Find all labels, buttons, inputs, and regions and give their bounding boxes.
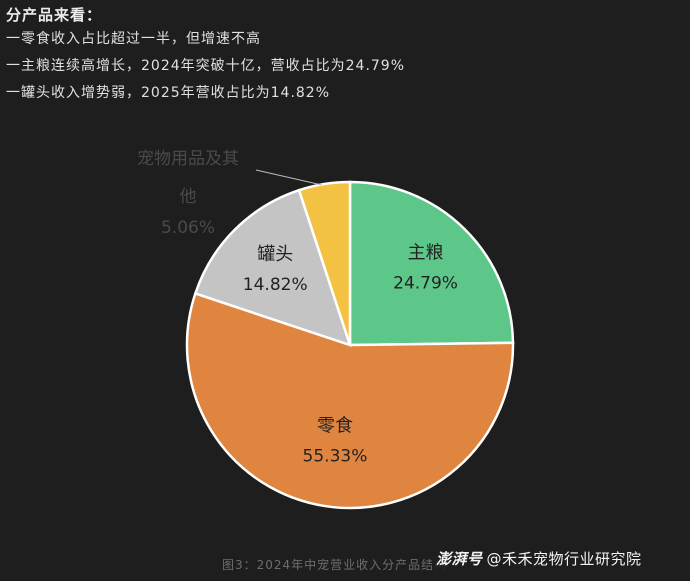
pie-slice-2 [185, 291, 515, 510]
slice-label-name-3: 罐头 [257, 244, 293, 265]
slice-leader-line-4 [255, 169, 323, 186]
pie-slice-4 [297, 180, 352, 346]
slice-label-value-1: 24.79% [393, 273, 458, 293]
watermark: 澎湃号 @禾禾宠物行业研究院 [432, 546, 646, 571]
summary-heading: 分产品来看： [6, 6, 103, 24]
summary-line-snacks: 一零食收入占比超过一半，但增速不高 [6, 31, 261, 47]
slice-label-name-4-line-2: 他 [180, 187, 197, 207]
slice-label-value-2: 55.33% [303, 447, 368, 467]
summary-line-cans: 一罐头收入增势弱，2025年营收占比为14.82% [6, 85, 331, 101]
slice-label-name-2: 零食 [317, 416, 353, 437]
summary-line-staple: 一主粮连续高增长，2024年突破十亿，营收占比为24.79% [6, 58, 406, 74]
figure-caption: 图3：2024年中宠营业收入分产品结构 [222, 558, 448, 572]
summary-text: 分产品来看： 一零食收入占比超过一半，但增速不高 一主粮连续高增长，2024年突… [6, 4, 405, 107]
pie-slice-1 [348, 180, 515, 347]
watermark-brand: 澎湃号 [436, 550, 483, 568]
slice-label-value-3: 14.82% [243, 275, 308, 295]
slice-label-name-4-line-1: 宠物用品及其 [137, 149, 239, 169]
slice-label-value-4: 5.06% [161, 218, 215, 238]
slice-label-name-1: 主粮 [408, 242, 444, 263]
watermark-account: @禾禾宠物行业研究院 [486, 550, 642, 568]
